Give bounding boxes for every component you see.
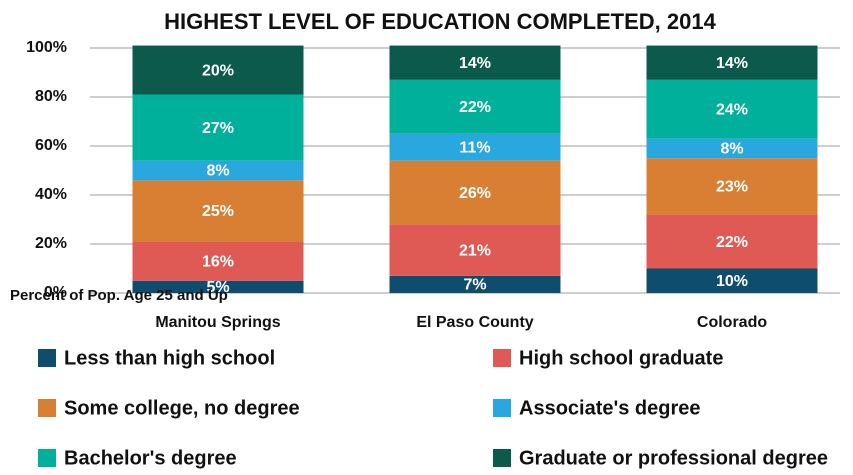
data-label: 24%	[716, 101, 748, 118]
bar-segment	[389, 275, 561, 293]
legend-label: Associate's degree	[519, 397, 701, 419]
y-tick-label: 60%	[35, 137, 67, 154]
data-label: 8%	[720, 141, 743, 158]
bar-segment	[646, 45, 818, 80]
data-label: 11%	[459, 139, 490, 156]
legend-swatch	[38, 399, 56, 417]
bar-segment	[389, 79, 561, 134]
data-label: 25%	[202, 203, 234, 220]
y-tick-label: 0%	[44, 284, 67, 301]
data-label: 10%	[716, 273, 748, 290]
chart-title: HIGHEST LEVEL OF EDUCATION COMPLETED, 20…	[164, 9, 716, 34]
data-label: 7%	[463, 277, 486, 294]
legend-label: Bachelor's degree	[64, 447, 237, 469]
data-label: 27%	[202, 120, 234, 137]
legend-label: Less than high school	[64, 347, 275, 369]
x-tick-label: Colorado	[697, 314, 767, 331]
bar-segment	[646, 268, 818, 293]
data-label: 23%	[716, 179, 748, 196]
bar-segment	[132, 241, 304, 281]
bar-segment	[389, 224, 561, 276]
bar-segment	[389, 160, 561, 225]
data-label: 22%	[716, 234, 748, 251]
legend-swatch	[38, 349, 56, 367]
bar-segment	[132, 160, 304, 181]
legend-swatch	[493, 449, 511, 467]
legend-swatch	[493, 399, 511, 417]
data-label: 14%	[716, 55, 748, 72]
bar-segment	[389, 133, 561, 161]
data-label: 21%	[459, 242, 491, 259]
legend-swatch	[493, 349, 511, 367]
data-label: 8%	[206, 163, 229, 180]
bar-segment	[646, 158, 818, 215]
data-label: 16%	[202, 253, 234, 270]
y-tick-label: 100%	[26, 39, 67, 56]
bar-segment	[646, 79, 818, 139]
legend-swatch	[38, 449, 56, 467]
x-tick-label: Manitou Springs	[155, 314, 280, 331]
legend-label: Graduate or professional degree	[519, 447, 828, 469]
bar-segment	[389, 45, 561, 80]
bar-segment	[132, 94, 304, 161]
data-label: 14%	[459, 55, 491, 72]
bar-segment	[646, 214, 818, 269]
x-tick-label: El Paso County	[416, 314, 533, 331]
bar-segment	[132, 280, 304, 293]
y-tick-label: 80%	[35, 88, 67, 105]
bar-segment	[132, 180, 304, 242]
bar-segment	[646, 138, 818, 159]
y-axis-label: Percent of Pop. Age 25 and Up	[10, 287, 228, 304]
legend-label: High school graduate	[519, 347, 723, 369]
data-label: 26%	[459, 185, 491, 202]
data-label: 22%	[459, 99, 491, 116]
data-label: 20%	[202, 62, 234, 79]
y-tick-label: 20%	[35, 235, 67, 252]
data-label: 5%	[206, 279, 229, 296]
bar-segment	[132, 45, 304, 95]
y-tick-label: 40%	[35, 186, 67, 203]
legend-label: Some college, no degree	[64, 397, 300, 419]
